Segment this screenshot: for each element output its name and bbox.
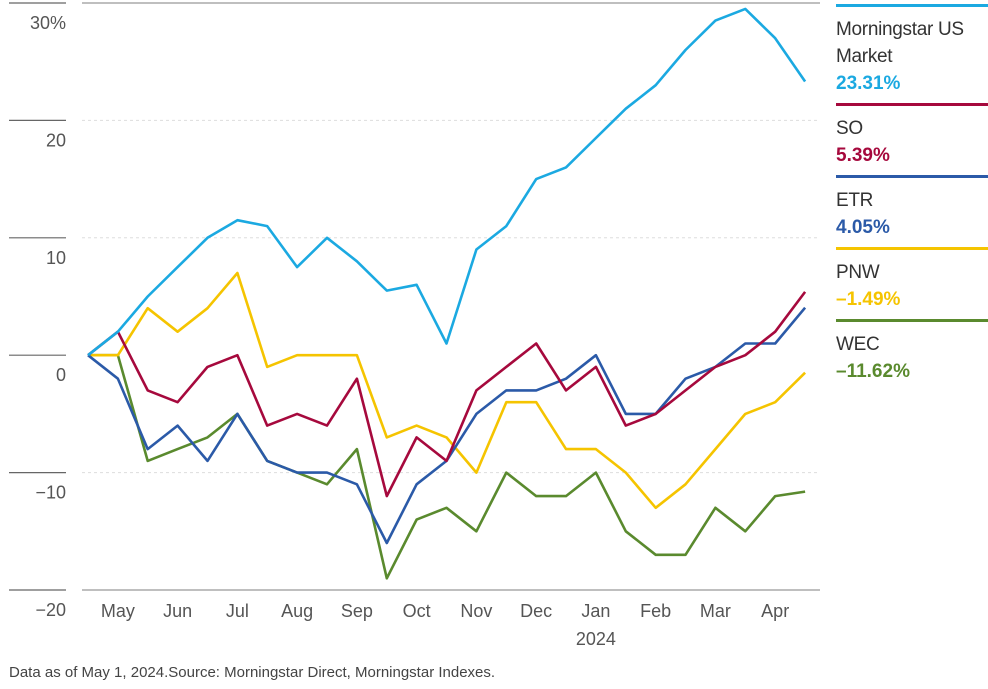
x-tick-label: Mar — [700, 601, 731, 621]
legend-swatch — [836, 4, 988, 7]
x-tick-label: Oct — [403, 601, 431, 621]
legend-item-market: Morningstar US Market 23.31% — [836, 0, 988, 97]
y-tick-label: 0 — [56, 365, 66, 385]
x-tick-label: Aug — [281, 601, 313, 621]
x-tick-label: Sep — [341, 601, 373, 621]
legend-swatch — [836, 175, 988, 178]
series-line-pnw — [88, 271, 807, 510]
legend-label: WEC — [836, 334, 880, 355]
series-line-wec — [88, 353, 806, 580]
x-tick-label: May — [101, 601, 135, 621]
legend-label: SO — [836, 118, 863, 139]
y-tick-label: 20 — [46, 130, 66, 150]
legend-value: 4.05% — [836, 217, 890, 238]
legend: Morningstar US Market 23.31% SO 5.39% ET… — [836, 0, 988, 385]
legend-swatch — [836, 103, 988, 106]
legend-label: ETR — [836, 190, 874, 211]
legend-swatch — [836, 319, 988, 322]
y-tick-label: 10 — [46, 248, 66, 268]
x-year-label: 2024 — [576, 629, 616, 649]
y-tick-label: 30% — [30, 13, 66, 33]
legend-value: 23.31% — [836, 73, 901, 94]
legend-item-wec: WEC –11.62% — [836, 319, 988, 385]
legend-label: Morningstar US Market — [836, 19, 964, 67]
legend-value: –11.62% — [836, 361, 910, 382]
x-tick-label: Jun — [163, 601, 192, 621]
y-tick-label: −20 — [35, 600, 66, 620]
x-tick-label: Jul — [226, 601, 249, 621]
x-tick-label: Dec — [520, 601, 552, 621]
legend-value: –1.49% — [836, 289, 901, 310]
legend-swatch — [836, 247, 988, 250]
source-note: Data as of May 1, 2024.Source: Morningst… — [9, 664, 496, 681]
x-tick-label: Jan — [581, 601, 610, 621]
legend-item-pnw: PNW –1.49% — [836, 247, 988, 313]
y-tick-label: −10 — [35, 483, 66, 503]
legend-label: PNW — [836, 262, 880, 283]
series-line-so — [87, 291, 807, 498]
legend-value: 5.39% — [836, 145, 890, 166]
series-line-morningstar-us-market — [87, 7, 807, 357]
legend-item-etr: ETR 4.05% — [836, 175, 988, 241]
x-tick-label: Apr — [761, 601, 789, 621]
legend-item-so: SO 5.39% — [836, 103, 988, 169]
x-tick-label: Nov — [460, 601, 492, 621]
x-tick-label: Feb — [640, 601, 671, 621]
